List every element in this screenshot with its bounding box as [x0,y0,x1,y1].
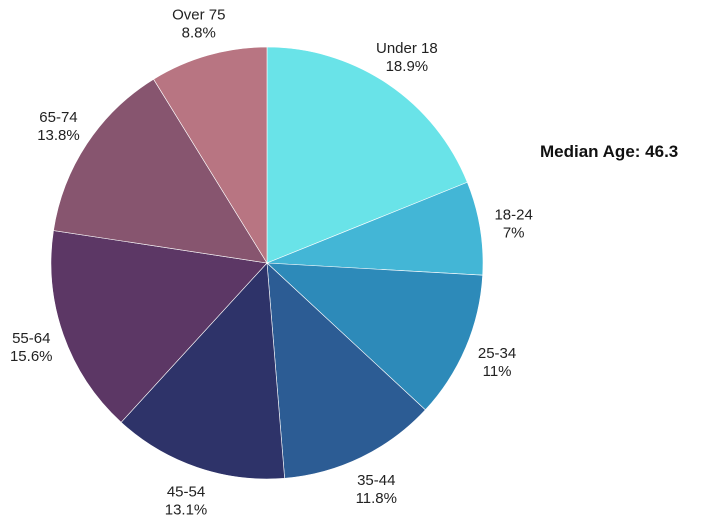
slice-label-25-34: 25-34 11% [478,345,516,380]
slice-category-label: 25-34 [478,345,516,362]
slice-category-label: 55-64 [12,330,50,347]
slice-label-35-44: 35-44 11.8% [356,472,397,507]
pie-slice-under-18 [266,46,468,264]
slice-value-label: 15.6% [10,348,53,365]
pie-slices [50,46,484,480]
slice-category-label: 65-74 [39,109,77,126]
pie-slice-65-74 [53,78,268,264]
slice-value-label: 11.8% [356,490,397,507]
slice-category-label: Over 75 [172,6,225,23]
pie-slice-45-54 [120,262,285,480]
median-age-annotation: Median Age: 46.3 [540,142,679,161]
slice-category-label: Under 18 [376,40,438,57]
slice-value-label: 18.9% [386,58,429,75]
slice-category-label: 45-54 [167,484,205,501]
slice-label-over-75: Over 75 8.8% [172,6,225,41]
slice-label-under-18: Under 18 18.9% [376,40,438,75]
slice-category-label: 35-44 [357,472,395,489]
slice-value-label: 13.1% [165,502,208,517]
slice-label-65-74: 65-74 13.8% [37,109,80,144]
slice-category-label: 18-24 [494,206,532,223]
slice-label-45-54: 45-54 13.1% [165,484,208,517]
pie-slice-25-34 [266,262,483,411]
slice-value-label: 13.8% [37,127,80,144]
slice-label-18-24: 18-24 7% [494,206,532,241]
slice-value-label: 7% [503,224,525,241]
pie-slice-over-75 [153,46,268,265]
slice-label-55-64: 55-64 15.6% [10,330,53,365]
pie-slice-35-44 [266,262,426,479]
pie-slice-55-64 [50,230,268,423]
slice-value-label: 8.8% [182,24,216,41]
pie-labels: Under 18 18.9% 18-24 7% 25-34 11% 35-44 11.8% 45… [10,6,533,517]
slice-value-label: 11% [483,363,512,380]
